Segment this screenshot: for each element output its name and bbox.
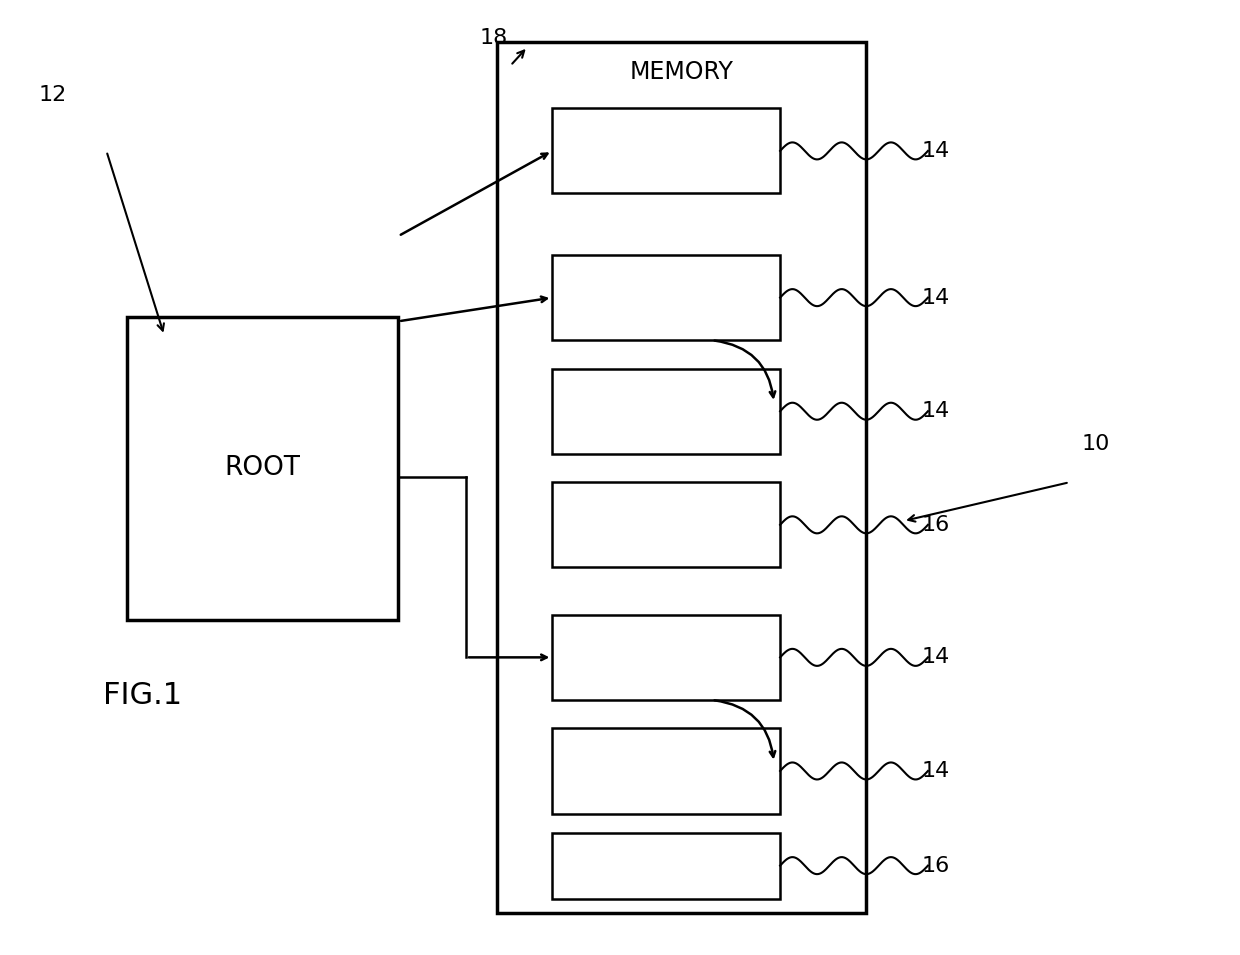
Bar	[552, 255, 780, 340]
Text: 18: 18	[480, 28, 508, 48]
Text: FIG.1: FIG.1	[103, 681, 182, 710]
Bar	[128, 316, 398, 620]
Text: 16: 16	[921, 515, 950, 535]
Bar	[497, 42, 867, 913]
Text: 14: 14	[921, 141, 950, 160]
Bar	[552, 482, 780, 567]
Bar	[552, 729, 780, 814]
Text: 14: 14	[921, 287, 950, 308]
Text: 14: 14	[921, 761, 950, 781]
Bar	[552, 833, 780, 899]
Bar	[552, 369, 780, 454]
Text: 14: 14	[921, 401, 950, 421]
Text: 12: 12	[38, 85, 67, 105]
Text: ROOT: ROOT	[224, 455, 301, 481]
Text: 14: 14	[921, 647, 950, 668]
Text: 10: 10	[1081, 435, 1110, 455]
Bar	[552, 108, 780, 194]
Text: MEMORY: MEMORY	[630, 60, 734, 84]
Text: 16: 16	[921, 856, 950, 876]
Bar	[552, 615, 780, 700]
